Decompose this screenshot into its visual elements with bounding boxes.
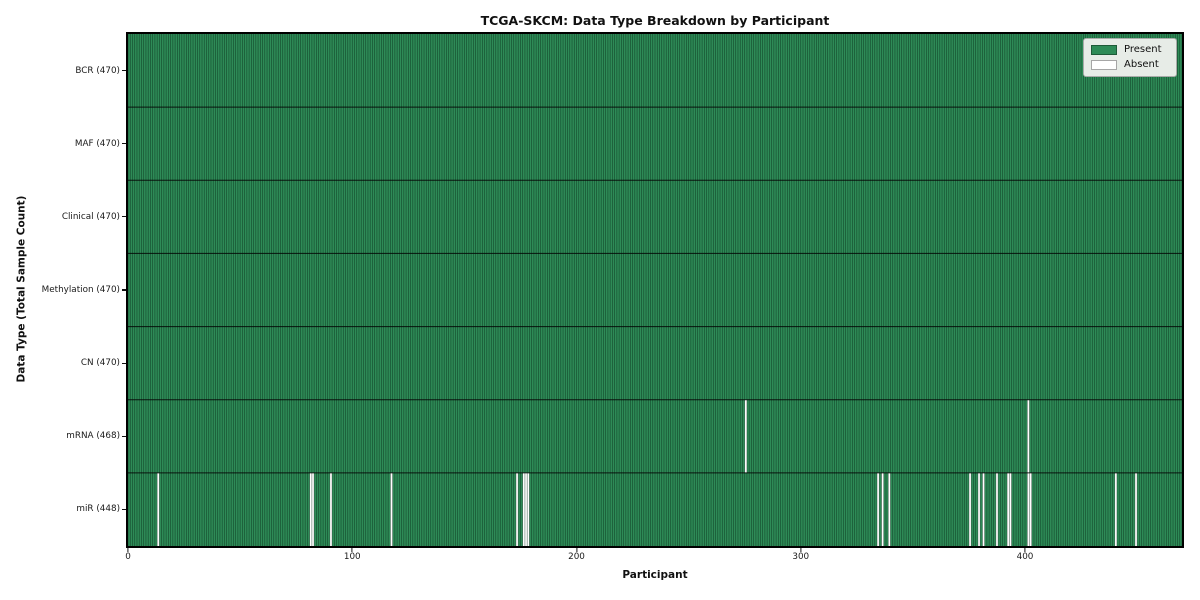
x-axis-label: Participant bbox=[622, 569, 688, 581]
y-tick-label: BCR (470) bbox=[75, 65, 120, 76]
x-tick-mark bbox=[800, 548, 802, 552]
x-tick-mark bbox=[127, 548, 129, 552]
x-tick-label: 400 bbox=[1016, 552, 1034, 562]
legend: Present Absent bbox=[1083, 38, 1177, 77]
x-tick-mark bbox=[351, 548, 353, 552]
y-tick-mark bbox=[122, 435, 126, 437]
legend-label-absent: Absent bbox=[1124, 59, 1159, 70]
legend-swatch-present bbox=[1091, 45, 1117, 55]
y-tick-label: CN (470) bbox=[80, 358, 120, 369]
heatmap-canvas bbox=[128, 34, 1182, 546]
y-tick-mark bbox=[122, 289, 126, 291]
chart-title: TCGA-SKCM: Data Type Breakdown by Partic… bbox=[480, 13, 830, 28]
x-tick-mark bbox=[1024, 548, 1026, 552]
y-tick-mark bbox=[122, 362, 126, 364]
legend-swatch-absent bbox=[1091, 60, 1117, 70]
legend-item-present: Present bbox=[1091, 45, 1168, 55]
legend-label-present: Present bbox=[1124, 44, 1162, 55]
x-tick-label: 200 bbox=[568, 552, 585, 562]
y-tick-mark bbox=[122, 143, 126, 145]
y-tick-label: mRNA (468) bbox=[66, 431, 120, 442]
y-tick-mark bbox=[122, 69, 126, 72]
y-tick-mark bbox=[122, 216, 126, 218]
y-tick-label: MAF (470) bbox=[74, 138, 120, 149]
x-tick-label: 300 bbox=[792, 552, 810, 562]
y-tick-label: Methylation (470) bbox=[41, 285, 120, 295]
x-tick-label: 0 bbox=[125, 552, 131, 562]
plot-area bbox=[126, 32, 1184, 548]
y-tick-label: miR (448) bbox=[76, 504, 120, 515]
x-tick-label: 100 bbox=[343, 552, 361, 562]
legend-item-absent: Absent bbox=[1091, 60, 1168, 70]
y-tick-mark bbox=[122, 508, 126, 511]
y-tick-label: Clinical (470) bbox=[61, 211, 120, 222]
x-tick-mark bbox=[575, 548, 578, 552]
